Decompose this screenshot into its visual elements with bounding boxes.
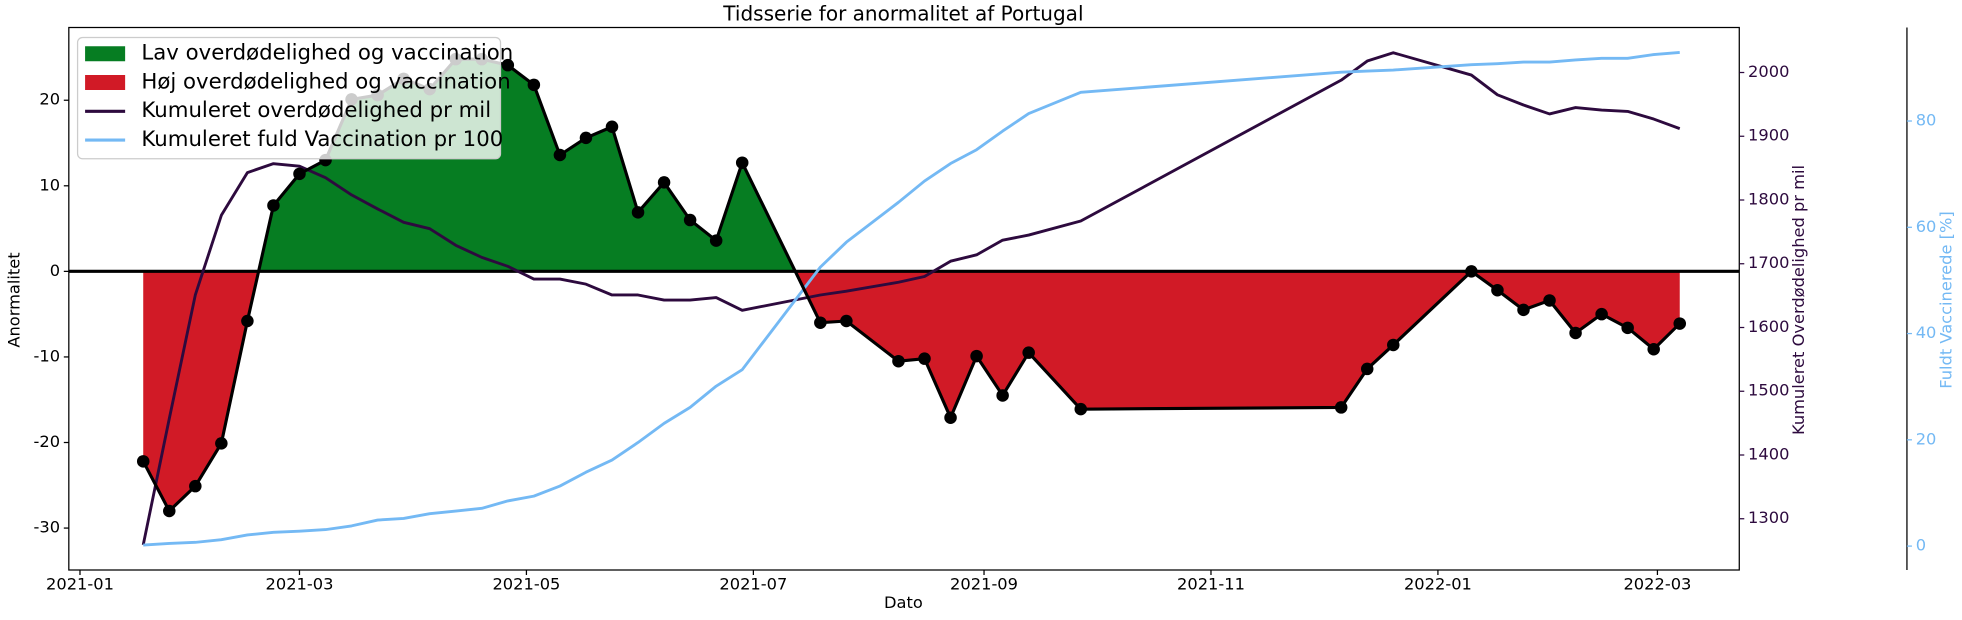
marker <box>683 213 697 227</box>
marker <box>1360 362 1374 376</box>
marker <box>1621 321 1634 335</box>
marker <box>1673 317 1687 330</box>
marker <box>1465 265 1478 278</box>
x-tick-label: 2021-07 <box>719 575 787 594</box>
chart-title: Tidsserie for anormalitet af Portugal <box>722 2 1083 26</box>
marker <box>840 314 853 328</box>
x-tick-label: 2022-01 <box>1404 575 1472 594</box>
fill-below <box>143 271 1680 511</box>
y3-tick-label: 80 <box>1916 111 1937 130</box>
marker <box>527 78 541 92</box>
series-line <box>141 51 1681 546</box>
marker <box>189 479 202 493</box>
y2-axis-label: Kumuleret Overdødelighed pr mil <box>1789 165 1808 435</box>
y2-tick-label: 1400 <box>1748 445 1789 464</box>
x-tick-label: 2021-03 <box>266 575 334 594</box>
marker <box>1387 338 1400 352</box>
y2-tick-label: 1600 <box>1748 317 1789 336</box>
legend-label: Lav overdødelighed og vaccination <box>141 41 513 66</box>
marker <box>1334 401 1348 414</box>
marker <box>605 120 619 134</box>
marker <box>892 354 905 368</box>
y2-tick-label: 2000 <box>1748 62 1789 81</box>
y3-tick-label: 0 <box>1916 536 1926 555</box>
series-line <box>143 51 1680 547</box>
y-tick-label: 20 <box>39 90 60 109</box>
legend: Lav overdødelighed og vaccination Høj ove… <box>76 36 513 160</box>
y2-tick-label: 1900 <box>1748 126 1789 145</box>
marker <box>553 148 567 162</box>
y-tick-label: 10 <box>39 175 60 194</box>
y-tick-label: 0 <box>50 261 60 280</box>
marker <box>709 234 723 247</box>
marker <box>579 131 593 145</box>
fill-above <box>143 59 1680 272</box>
marker <box>918 352 931 365</box>
marker <box>1074 402 1088 416</box>
y2-tick-label: 1500 <box>1748 381 1789 400</box>
y-tick-label: -30 <box>34 518 61 537</box>
y-axis-label: Anormalitet <box>5 252 24 347</box>
marker <box>814 316 827 329</box>
marker <box>1647 342 1660 356</box>
y3-axis-label: Fuldt Vaccinerede [%] <box>1936 211 1955 388</box>
y2-tick-label: 1300 <box>1748 508 1789 527</box>
marker <box>215 437 228 450</box>
marker <box>631 206 645 219</box>
marker <box>136 455 150 468</box>
marker <box>1491 283 1504 297</box>
x-tick-label: 2022-03 <box>1623 575 1691 594</box>
y3-tick-label: 60 <box>1916 217 1937 236</box>
legend-swatch <box>85 46 126 62</box>
x-tick-label: 2021-11 <box>1177 575 1245 594</box>
marker <box>1517 303 1530 317</box>
legend-box <box>76 36 502 160</box>
marker <box>1543 294 1556 307</box>
marker <box>163 504 176 518</box>
marker <box>293 167 306 181</box>
x-tick-label: 2021-01 <box>46 575 114 594</box>
legend-label: Kumuleret fuld Vaccination pr 100 <box>141 127 503 152</box>
y-tick-label: -20 <box>34 432 61 451</box>
y2-tick-label: 1700 <box>1748 253 1789 272</box>
x-axis-label: Dato <box>884 593 923 612</box>
marker <box>970 349 983 363</box>
y-tick-label: -10 <box>34 346 61 365</box>
x-tick-label: 2021-05 <box>492 575 560 594</box>
plot-frame <box>68 26 1740 571</box>
marker <box>1595 307 1608 321</box>
legend-swatch <box>85 75 126 90</box>
marker <box>267 199 280 212</box>
marker <box>944 411 957 424</box>
marker <box>996 389 1009 402</box>
marker <box>657 176 671 189</box>
y2-tick-label: 1800 <box>1748 190 1789 209</box>
y3-tick-label: 20 <box>1916 429 1937 448</box>
marker <box>1569 326 1582 340</box>
marker <box>1022 346 1035 359</box>
marker <box>501 58 515 72</box>
marker <box>241 314 254 328</box>
x-tick-label: 2021-09 <box>950 575 1018 594</box>
marker <box>735 156 749 169</box>
legend-label: Høj overdødelighed og vaccination <box>141 70 510 95</box>
legend-label: Kumuleret overdødelighed pr mil <box>141 98 491 123</box>
y3-tick-label: 40 <box>1916 323 1937 342</box>
